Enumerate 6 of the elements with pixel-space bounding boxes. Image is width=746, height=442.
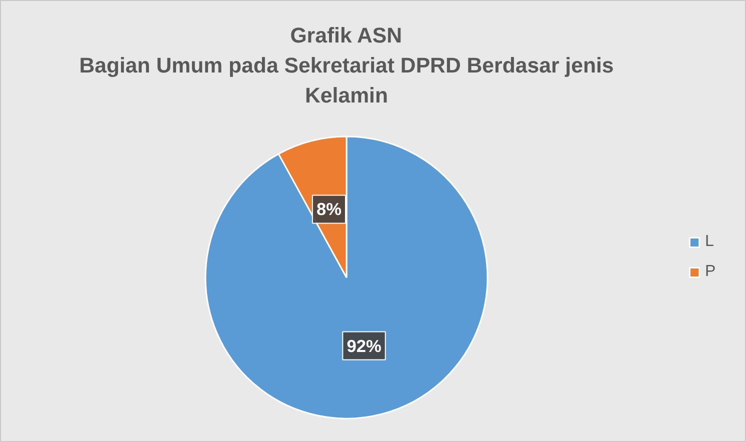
chart-subtitle: Bagian Umum pada Sekretariat DPRD Berdasar jenis Kelamin — [79, 54, 614, 108]
data-label: 8% — [316, 199, 342, 220]
chart-title: Grafik ASN — [290, 24, 402, 48]
legend-label: L — [705, 233, 715, 251]
data-label: 92% — [346, 336, 382, 356]
legend-label: P — [705, 263, 717, 281]
